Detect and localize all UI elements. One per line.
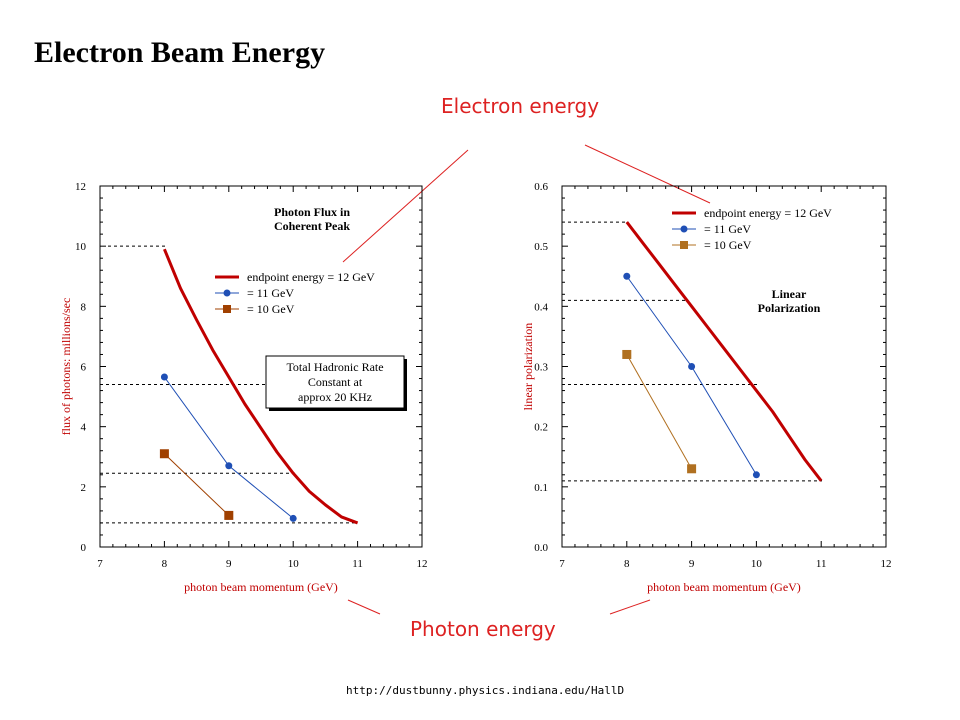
- legend-label: = 11 GeV: [247, 286, 294, 300]
- footer-url: http://dustbunny.physics.indiana.edu/Hal…: [346, 684, 625, 697]
- y-tick-label: 8: [81, 301, 87, 313]
- y-axis-label: flux of photons: millions/sec: [59, 298, 73, 436]
- series-endpoint-12gev-curve: [163, 248, 359, 525]
- y-tick-label: 10: [75, 241, 87, 253]
- series-line-2: [164, 453, 230, 516]
- panel-title-line: Linear: [772, 287, 807, 301]
- series-point-circle: [289, 514, 297, 522]
- y-axis-label: linear polarization: [521, 323, 535, 411]
- callout-line-bottom-right: [609, 599, 651, 615]
- legend-label: endpoint energy = 12 GeV: [704, 206, 832, 220]
- series-point-circle: [225, 462, 233, 470]
- y-tick-label: 2: [81, 482, 87, 494]
- series-point-square: [687, 464, 697, 474]
- legend-label: endpoint energy = 12 GeV: [247, 270, 375, 284]
- panel-title-line: Photon Flux in: [274, 205, 350, 219]
- legend-swatch-circle: [680, 225, 688, 233]
- x-tick-label: 9: [226, 558, 232, 570]
- x-tick-label: 7: [559, 558, 565, 570]
- legend-label: = 10 GeV: [704, 238, 752, 252]
- x-axis-label: photon beam momentum (GeV): [184, 580, 338, 594]
- x-axis-label: photon beam momentum (GeV): [647, 580, 801, 594]
- series-point-circle: [688, 363, 696, 370]
- legend-swatch-square: [680, 241, 688, 249]
- x-tick-label: 10: [288, 558, 300, 570]
- x-tick-label: 7: [97, 558, 103, 570]
- info-box: [265, 355, 405, 409]
- callout-line-right-panel: [584, 144, 711, 204]
- y-tick-label: 0.1: [534, 482, 548, 494]
- x-tick-label: 12: [417, 558, 428, 570]
- x-tick-label: 10: [751, 558, 763, 570]
- y-tick-label: 0.5: [534, 241, 548, 253]
- callout-line-left-panel: [342, 149, 469, 263]
- legend-label: = 10 GeV: [247, 302, 295, 316]
- x-tick-label: 12: [881, 558, 892, 570]
- panel-title-line: Polarization: [758, 301, 821, 315]
- callout-line-bottom-left: [347, 599, 381, 615]
- y-tick-label: 4: [81, 422, 87, 434]
- legend-swatch-circle: [223, 289, 231, 297]
- y-tick-label: 0: [81, 542, 87, 554]
- y-tick-label: 12: [75, 181, 86, 193]
- series-point-square: [622, 349, 632, 359]
- y-tick-label: 0.6: [534, 181, 548, 193]
- legend-swatch-square: [223, 305, 231, 313]
- x-tick-label: 11: [352, 558, 363, 570]
- y-tick-label: 6: [81, 362, 87, 374]
- y-tick-label: 0.0: [534, 542, 548, 554]
- y-tick-label: 0.4: [534, 301, 548, 313]
- info-box-line: Constant at: [308, 375, 363, 389]
- info-box-line: approx 20 KHz: [298, 390, 372, 404]
- x-tick-label: 8: [624, 558, 630, 570]
- x-tick-label: 9: [689, 558, 695, 570]
- series-point-circle: [752, 471, 760, 479]
- info-box-line: Total Hadronic Rate: [286, 360, 383, 374]
- series-line-2: [626, 354, 693, 470]
- slide-title: Electron Beam Energy: [34, 36, 326, 69]
- series-point-square: [159, 449, 169, 459]
- series-point-square: [224, 510, 234, 520]
- electron-energy-callout: Electron energy: [441, 94, 600, 118]
- x-tick-label: 11: [816, 558, 827, 570]
- series-point-circle: [160, 373, 168, 381]
- legend-label: = 11 GeV: [704, 222, 751, 236]
- x-tick-label: 8: [162, 558, 168, 570]
- y-tick-label: 0.3: [534, 362, 548, 374]
- series-point-circle: [623, 272, 631, 280]
- series-endpoint-12gev-curve: [625, 221, 823, 482]
- y-tick-label: 0.2: [534, 422, 548, 434]
- panel-title-line: Coherent Peak: [274, 219, 350, 233]
- photon-energy-callout: Photon energy: [410, 617, 556, 641]
